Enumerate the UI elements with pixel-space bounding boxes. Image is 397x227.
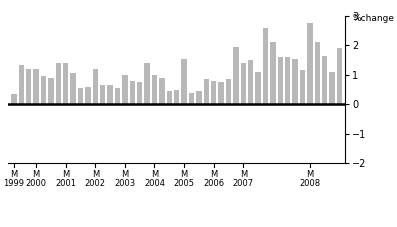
Bar	[226, 79, 231, 104]
Bar	[337, 48, 342, 104]
Text: 2001: 2001	[55, 179, 76, 188]
Bar	[330, 72, 335, 104]
Bar	[204, 79, 209, 104]
Bar	[211, 81, 216, 104]
Bar	[307, 23, 312, 104]
Text: 2005: 2005	[173, 179, 195, 188]
Text: 1999: 1999	[3, 179, 24, 188]
Bar	[159, 78, 164, 104]
Text: M: M	[240, 170, 247, 179]
Text: M: M	[306, 170, 314, 179]
Text: 2006: 2006	[203, 179, 224, 188]
Bar	[19, 64, 24, 104]
Bar	[263, 28, 268, 104]
Text: %change: %change	[352, 14, 394, 23]
Bar	[233, 47, 239, 104]
Bar	[48, 78, 54, 104]
Text: 2002: 2002	[85, 179, 106, 188]
Bar	[129, 81, 135, 104]
Bar	[70, 73, 76, 104]
Bar	[108, 85, 113, 104]
Bar	[181, 59, 187, 104]
Text: 2000: 2000	[25, 179, 46, 188]
Text: M: M	[210, 170, 217, 179]
Bar	[322, 56, 328, 104]
Bar	[93, 69, 98, 104]
Bar	[167, 91, 172, 104]
Bar	[85, 87, 91, 104]
Text: M: M	[62, 170, 69, 179]
Bar	[26, 69, 31, 104]
Text: 2003: 2003	[114, 179, 135, 188]
Text: 2007: 2007	[233, 179, 254, 188]
Bar	[270, 42, 276, 104]
Bar	[314, 42, 320, 104]
Text: M: M	[121, 170, 129, 179]
Bar	[300, 70, 305, 104]
Text: 2008: 2008	[299, 179, 320, 188]
Bar	[41, 76, 46, 104]
Bar	[33, 69, 39, 104]
Bar	[196, 91, 202, 104]
Bar	[152, 75, 157, 104]
Bar	[56, 63, 61, 104]
Bar	[174, 90, 179, 104]
Bar	[248, 60, 253, 104]
Bar	[278, 57, 283, 104]
Bar	[145, 63, 150, 104]
Text: 2004: 2004	[144, 179, 165, 188]
Bar	[285, 57, 290, 104]
Bar	[115, 88, 120, 104]
Text: M: M	[10, 170, 17, 179]
Bar	[78, 88, 83, 104]
Text: M: M	[151, 170, 158, 179]
Bar	[189, 93, 194, 104]
Bar	[218, 82, 224, 104]
Text: M: M	[33, 170, 40, 179]
Text: M: M	[92, 170, 99, 179]
Bar	[241, 63, 246, 104]
Bar	[137, 82, 143, 104]
Bar	[255, 72, 261, 104]
Bar	[11, 94, 17, 104]
Bar	[100, 85, 105, 104]
Text: M: M	[181, 170, 188, 179]
Bar	[122, 75, 127, 104]
Bar	[63, 63, 68, 104]
Bar	[293, 59, 298, 104]
